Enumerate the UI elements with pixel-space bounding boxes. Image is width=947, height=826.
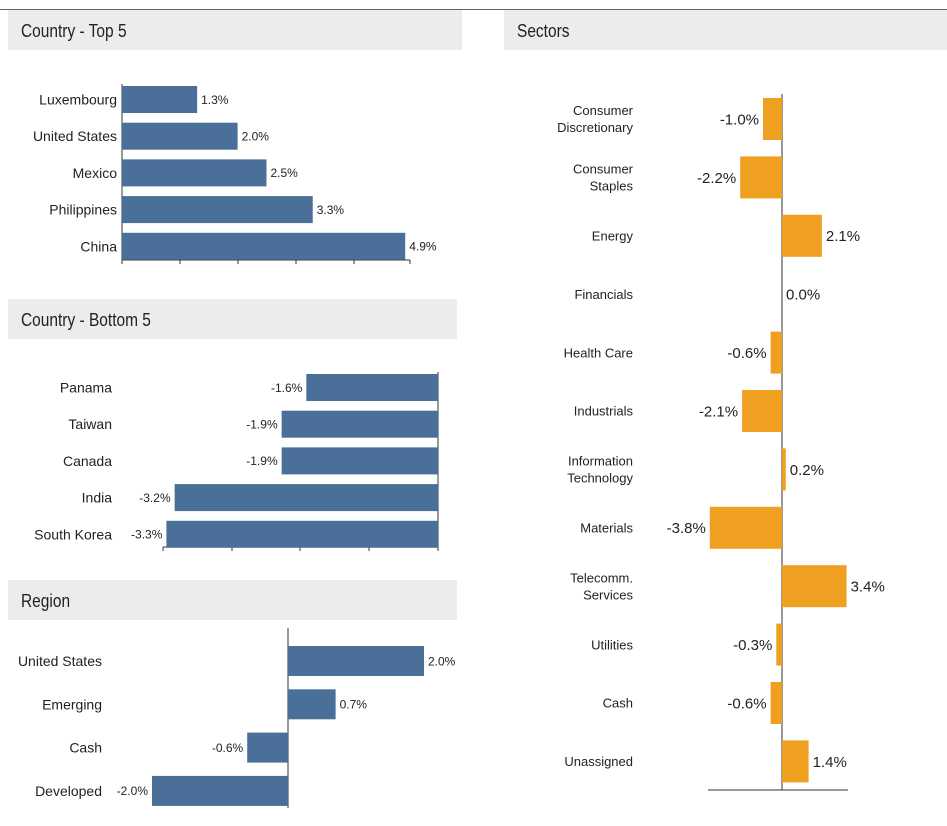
data-label: 2.5% <box>271 166 299 180</box>
bar <box>122 159 267 187</box>
category-label: Philippines <box>49 202 117 218</box>
bar <box>776 623 782 666</box>
bar <box>288 689 336 720</box>
data-label: -3.3% <box>131 528 163 542</box>
category-label: Services <box>583 587 633 602</box>
data-label: 4.9% <box>409 240 437 254</box>
bar <box>122 122 238 150</box>
region-title: Region <box>21 591 71 611</box>
category-label: Materials <box>580 520 633 535</box>
category-label: Panama <box>60 380 112 396</box>
category-label: Discretionary <box>557 120 633 135</box>
category-label: Financials <box>574 287 633 302</box>
data-label: -0.3% <box>733 637 772 654</box>
bar <box>782 565 847 608</box>
data-label: 2.0% <box>242 130 270 144</box>
data-label: 0.7% <box>340 698 368 712</box>
category-label: Unassigned <box>564 754 633 769</box>
category-label: Information <box>568 454 633 469</box>
category-label: Mexico <box>73 165 118 181</box>
bar <box>770 331 782 374</box>
category-label: South Korea <box>34 526 112 542</box>
bottom5-header: Country - Bottom 5 <box>8 299 457 339</box>
data-label: -2.0% <box>117 784 149 798</box>
category-label: United States <box>33 128 117 144</box>
data-label: 2.0% <box>428 654 456 668</box>
bar <box>174 484 438 512</box>
bar <box>152 775 288 806</box>
category-label: India <box>82 490 113 506</box>
category-label: Technology <box>567 471 633 486</box>
bar <box>782 214 822 257</box>
data-label: -3.8% <box>667 520 706 537</box>
region-header: Region <box>8 580 457 620</box>
data-label: -1.0% <box>720 111 759 128</box>
bar <box>763 98 782 140</box>
bar <box>281 410 438 438</box>
data-label: -0.6% <box>212 741 244 755</box>
category-label: Staples <box>590 179 634 194</box>
category-label: Taiwan <box>68 416 112 432</box>
bar <box>770 682 782 724</box>
data-label: -3.2% <box>139 491 171 505</box>
bar <box>709 506 782 549</box>
category-label: China <box>80 238 117 254</box>
data-label: -0.6% <box>727 345 766 362</box>
bar <box>247 732 288 763</box>
data-label: 1.3% <box>201 93 229 107</box>
sectors-header: Sectors <box>504 10 947 50</box>
bar <box>782 448 786 491</box>
category-label: Canada <box>63 453 112 469</box>
data-label: 2.1% <box>826 228 860 245</box>
category-label: United States <box>18 653 102 669</box>
bar <box>166 520 438 548</box>
data-label: -1.6% <box>271 381 303 395</box>
bar <box>306 374 438 401</box>
data-label: -0.6% <box>727 695 766 712</box>
top-rule <box>0 9 947 10</box>
category-label: Telecomm. <box>570 570 633 585</box>
data-label: 0.0% <box>786 287 820 304</box>
category-label: Cash <box>69 740 102 756</box>
bottom5-title: Country - Bottom 5 <box>21 310 151 330</box>
category-label: Energy <box>592 228 634 243</box>
bar <box>782 740 809 783</box>
category-label: Cash <box>603 696 633 711</box>
category-label: Developed <box>35 783 102 799</box>
sectors-title: Sectors <box>517 21 570 41</box>
category-label: Consumer <box>573 103 634 118</box>
data-label: -1.9% <box>246 454 278 468</box>
category-label: Health Care <box>564 345 633 360</box>
bar <box>740 156 782 199</box>
category-label: Consumer <box>573 162 634 177</box>
top5-title: Country - Top 5 <box>21 21 127 41</box>
bar <box>281 447 438 475</box>
bar <box>122 86 198 113</box>
data-label: -2.2% <box>697 170 736 187</box>
bar <box>288 646 424 676</box>
data-label: 1.4% <box>813 754 847 771</box>
category-label: Industrials <box>574 404 634 419</box>
data-label: 0.2% <box>790 462 824 479</box>
data-label: -1.9% <box>246 418 278 432</box>
top5-header: Country - Top 5 <box>8 10 462 50</box>
bar <box>122 196 313 224</box>
category-label: Emerging <box>42 696 102 712</box>
category-label: Utilities <box>591 637 633 652</box>
data-label: 3.4% <box>851 579 885 596</box>
bar <box>122 232 406 260</box>
data-label: -2.1% <box>699 403 738 420</box>
bar <box>742 390 782 432</box>
category-label: Luxembourg <box>39 92 117 108</box>
data-label: 3.3% <box>317 203 345 217</box>
